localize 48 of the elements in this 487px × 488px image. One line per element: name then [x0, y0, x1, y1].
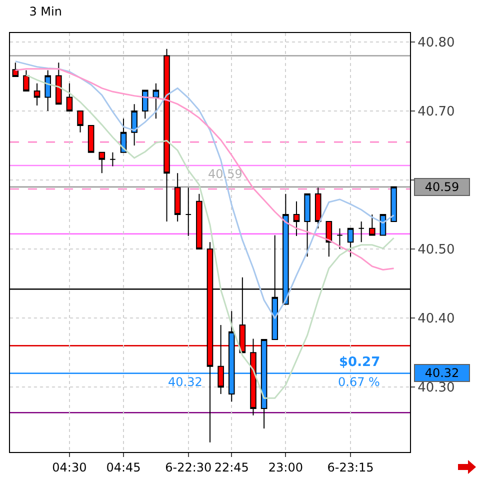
candlestick: [110, 152, 116, 167]
candlestick: [142, 90, 148, 120]
candlestick: [34, 82, 40, 106]
y-tick-label: 40.40: [418, 312, 455, 327]
candlestick: [174, 172, 181, 222]
x-tick-label: 04:45: [106, 460, 141, 474]
candlestick: [314, 187, 322, 229]
x-tick-label: 6-22:30: [165, 460, 212, 474]
candlestick: [390, 186, 397, 222]
candlestick: [77, 110, 84, 133]
candlestick: [185, 187, 192, 236]
x-tick-label: 22:45: [214, 460, 249, 474]
candlestick: [56, 62, 62, 105]
line-series: [14, 68, 395, 271]
x-tick-label: 23:00: [268, 460, 303, 474]
y-tick-label: 40.80: [418, 36, 455, 51]
candlestick: [304, 193, 310, 258]
y-tick-label: 40.50: [418, 242, 455, 258]
annotation: 0.67 %: [338, 375, 380, 389]
candlestick: [196, 193, 202, 250]
candlestick: [66, 82, 73, 112]
line-series: [14, 60, 395, 319]
chart-title: 3 Min: [29, 4, 62, 19]
candlestick: [358, 220, 364, 243]
x-tick-label: 6-23:15: [327, 460, 374, 474]
candlestick: [347, 228, 354, 258]
annotation: 40.32: [168, 375, 202, 389]
candlestick: [293, 200, 300, 236]
candlestick: [164, 48, 170, 222]
candlestick: [326, 220, 332, 258]
candlestick: [98, 152, 106, 174]
candlestick: [336, 228, 343, 250]
candlestick: [250, 338, 256, 416]
y-tick-label: 40.30: [418, 380, 455, 396]
line-series: [25, 74, 395, 399]
annotation: $0.27: [339, 355, 380, 370]
candlestick: [369, 214, 376, 236]
x-tick-label: 04:30: [52, 460, 87, 474]
candlestick: [88, 125, 94, 153]
candlestick: [12, 62, 19, 77]
y-tick-label: 40.70: [418, 104, 455, 120]
ref-line-label: 40.59: [424, 180, 460, 194]
candlestick: [218, 324, 224, 395]
candlestick: [23, 70, 30, 92]
ref-line-label: 40.32: [424, 366, 460, 380]
candlestick: [152, 82, 160, 120]
candlestick: [131, 104, 138, 146]
candlestick: [44, 70, 51, 112]
